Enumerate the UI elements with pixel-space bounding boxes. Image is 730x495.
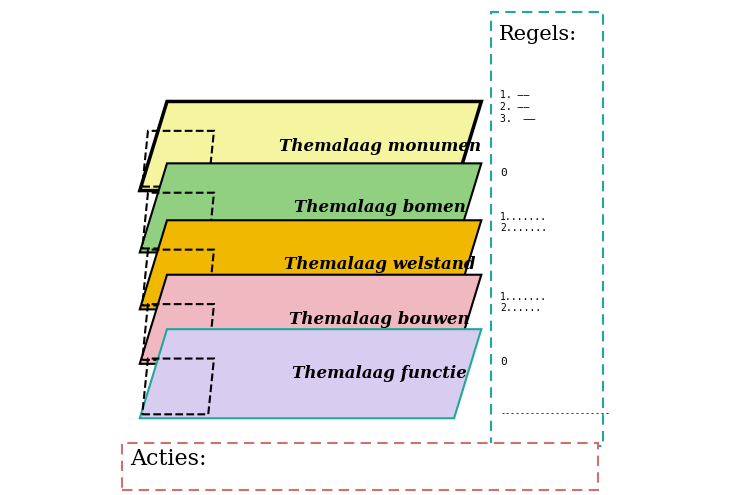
Polygon shape [139, 329, 481, 418]
Text: ----------------------: ---------------------- [500, 409, 610, 418]
Text: Themalaag bomen: Themalaag bomen [293, 199, 466, 216]
Polygon shape [139, 220, 481, 309]
Text: 1.......
2......: 1....... 2...... [500, 292, 548, 313]
FancyBboxPatch shape [123, 443, 598, 490]
Polygon shape [139, 101, 481, 191]
Text: 0: 0 [500, 168, 507, 178]
Polygon shape [139, 275, 481, 364]
Text: Themalaag functie: Themalaag functie [292, 365, 467, 382]
Text: 1. ——
2. ——
3.  ——: 1. —— 2. —— 3. —— [500, 91, 535, 124]
Polygon shape [139, 163, 481, 252]
FancyBboxPatch shape [491, 12, 602, 446]
Text: Themalaag bouwen: Themalaag bouwen [289, 311, 470, 328]
Text: 0: 0 [500, 357, 507, 367]
Text: 1.......
2.......: 1....... 2....... [500, 212, 548, 233]
Text: Themalaag welstand: Themalaag welstand [284, 256, 475, 273]
Text: Regels:: Regels: [499, 25, 577, 44]
Text: Themalaag monumen: Themalaag monumen [279, 138, 481, 154]
Text: Acties:: Acties: [130, 448, 207, 470]
